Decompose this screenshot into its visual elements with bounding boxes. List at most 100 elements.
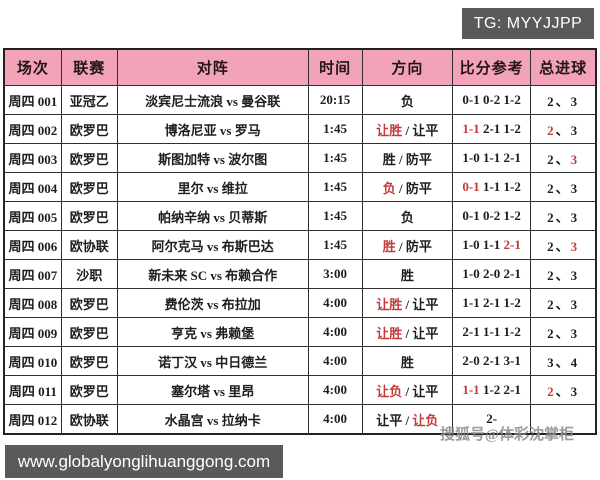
time-cell: 1:45 (307, 114, 363, 144)
fixture-cell: 里尔 vs 维拉 (116, 172, 309, 202)
direction-cell: 负 / 防平 (361, 172, 453, 202)
score-reference-cell: 2-0 2-1 3-1 (451, 346, 532, 376)
league-cell: 欧罗巴 (60, 143, 118, 173)
match-cell: 周四 005 (3, 201, 62, 231)
fixture-cell: 塞尔塔 vs 里昂 (116, 375, 309, 405)
table-row: 周四 005 欧罗巴 帕纳辛纳 vs 贝蒂斯 1:45 负 0-1 0-2 1-2 2、3 (3, 201, 597, 231)
total-goals-cell: 2、3 (530, 172, 597, 202)
league-cell: 欧罗巴 (60, 114, 118, 144)
match-cell: 周四 012 (3, 404, 62, 435)
telegram-contact-badge: TG: MYYJJPP (462, 8, 594, 39)
column-header-1: 联赛 (60, 48, 118, 86)
league-cell: 沙职 (60, 259, 118, 289)
table-row: 周四 002 欧罗巴 博洛尼亚 vs 罗马 1:45 让胜 / 让平 1-1 2-1 1-… (3, 114, 597, 144)
fixture-cell: 亨克 vs 弗赖堡 (116, 317, 309, 347)
direction-cell-segment: / 让平 (402, 122, 439, 138)
total-goals-cell: 3、4 (530, 346, 597, 376)
score-reference-cell: 1-0 1-1 2-1 (451, 230, 532, 260)
league-cell: 欧罗巴 (60, 317, 118, 347)
direction-cell-segment: / 让平 (402, 325, 439, 341)
table-row: 周四 004 欧罗巴 里尔 vs 维拉 1:45 负 / 防平 0-1 1-1 1-2 2、… (3, 172, 597, 202)
score-reference-cell-segment: 1-1 (462, 121, 480, 136)
direction-cell-segment: / 让平 (402, 296, 439, 312)
score-reference-cell-segment: 0-1 0-2 1-2 (462, 92, 521, 107)
direction-cell-segment: / 防平 (395, 180, 432, 196)
direction-cell: 胜 (361, 259, 453, 289)
total-goals-cell: 2、3 (530, 201, 597, 231)
total-goals-cell-segment: 3 (570, 238, 580, 254)
total-goals-cell-segment: 3、4 (547, 354, 580, 370)
total-goals-cell-segment: 2、3 (547, 93, 580, 109)
league-cell: 欧罗巴 (60, 375, 118, 405)
league-cell: 欧协联 (60, 230, 118, 260)
fixture-cell: 水晶宫 vs 拉纳卡 (116, 404, 309, 435)
score-reference-cell-segment: 2-1 (503, 237, 521, 252)
direction-cell: 让胜 / 让平 (361, 317, 453, 347)
odds-table-wrap: 场次 联赛 对阵 时间 方向 比分参考 总进球 周四 001 亚冠乙 淡宾尼士流浪 vs 曼谷联… (3, 48, 597, 435)
direction-cell-segment: 胜 (400, 354, 414, 370)
table-row: 周四 007 沙职 新未来 SC vs 布赖合作 3:00 胜 1-0 2-0 2-1 2、… (3, 259, 597, 289)
league-cell: 欧罗巴 (60, 201, 118, 231)
total-goals-cell-segment: 2、3 (547, 209, 580, 225)
fixture-cell: 淡宾尼士流浪 vs 曼谷联 (116, 85, 309, 115)
direction-cell: 让胜 / 让平 (361, 114, 453, 144)
total-goals-cell-segment: 2、3 (547, 267, 580, 283)
fixture-cell: 费伦茨 vs 布拉加 (116, 288, 309, 318)
table-row: 周四 001 亚冠乙 淡宾尼士流浪 vs 曼谷联 20:15 负 0-1 0-2 1-2 2… (3, 85, 597, 115)
score-reference-cell: 1-1 2-1 1-2 (451, 114, 532, 144)
total-goals-cell: 2、3 (530, 375, 597, 405)
match-cell: 周四 010 (3, 346, 62, 376)
total-goals-cell-segment: 2 (547, 122, 556, 138)
direction-cell-segment: 胜 (382, 238, 396, 254)
total-goals-cell-segment: 、3 (555, 383, 580, 399)
direction-cell-segment: 负 (382, 180, 396, 196)
table-row: 周四 010 欧罗巴 诺丁汉 vs 中日德兰 4:00 胜 2-0 2-1 3-1 3、4 (3, 346, 597, 376)
match-cell: 周四 006 (3, 230, 62, 260)
time-cell: 1:45 (307, 230, 363, 260)
score-reference-cell-segment: 1-1 1-2 (479, 179, 521, 194)
table-body: 周四 001 亚冠乙 淡宾尼士流浪 vs 曼谷联 20:15 负 0-1 0-2 1-2 2… (3, 85, 597, 435)
direction-cell: 负 (361, 201, 453, 231)
direction-cell: 负 (361, 85, 453, 115)
website-url-label: www.globalyonglihuanggong.com (17, 451, 271, 471)
table-row: 周四 003 欧罗巴 斯图加特 vs 波尔图 1:45 胜 / 防平 1-0 1-1 2-… (3, 143, 597, 173)
total-goals-cell-segment: 2、 (547, 238, 571, 254)
time-cell: 1:45 (307, 172, 363, 202)
total-goals-cell: 2、3 (530, 230, 597, 260)
league-cell: 亚冠乙 (60, 85, 118, 115)
league-cell: 欧罗巴 (60, 346, 118, 376)
total-goals-cell-segment: 3 (570, 151, 580, 167)
direction-cell-segment: 让胜 (376, 325, 403, 341)
table-header: 场次 联赛 对阵 时间 方向 比分参考 总进球 (3, 48, 597, 86)
column-header-4: 方向 (361, 48, 453, 86)
direction-cell-segment: / 让平 (402, 383, 439, 399)
score-reference-cell: 0-1 0-2 1-2 (451, 201, 532, 231)
table-header-row: 场次 联赛 对阵 时间 方向 比分参考 总进球 (3, 48, 597, 86)
fixture-cell: 斯图加特 vs 波尔图 (116, 143, 309, 173)
odds-table: 场次 联赛 对阵 时间 方向 比分参考 总进球 周四 001 亚冠乙 淡宾尼士流浪 vs 曼谷联… (3, 48, 597, 435)
total-goals-cell (530, 404, 597, 435)
league-cell: 欧协联 (60, 404, 118, 435)
table-row: 周四 012 欧协联 水晶宫 vs 拉纳卡 4:00 让平 / 让负 2- (3, 404, 597, 435)
total-goals-cell-segment: 2、3 (547, 180, 580, 196)
score-reference-cell-segment: 1-1 (462, 382, 480, 397)
table-row: 周四 006 欧协联 阿尔克马 vs 布斯巴达 1:45 胜 / 防平 1-0 1-1 2… (3, 230, 597, 260)
score-reference-cell: 1-0 2-0 2-1 (451, 259, 532, 289)
column-header-2: 对阵 (116, 48, 309, 86)
score-reference-cell-segment: 1-0 2-0 2-1 (462, 266, 521, 281)
table-row: 周四 011 欧罗巴 塞尔塔 vs 里昂 4:00 让负 / 让平 1-1 1-2 2-1… (3, 375, 597, 405)
direction-cell-segment: 让胜 (376, 296, 403, 312)
time-cell: 4:00 (307, 346, 363, 376)
time-cell: 1:45 (307, 201, 363, 231)
column-header-0: 场次 (3, 48, 62, 86)
time-cell: 4:00 (307, 317, 363, 347)
time-cell: 4:00 (307, 375, 363, 405)
match-cell: 周四 002 (3, 114, 62, 144)
column-header-3: 时间 (307, 48, 363, 86)
direction-cell-segment: 让胜 (376, 122, 403, 138)
total-goals-cell-segment: 2、3 (547, 325, 580, 341)
match-cell: 周四 011 (3, 375, 62, 405)
score-reference-cell: 0-1 0-2 1-2 (451, 85, 532, 115)
direction-cell: 让负 / 让平 (361, 375, 453, 405)
score-reference-cell-segment: 1-1 2-1 1-2 (462, 295, 521, 310)
